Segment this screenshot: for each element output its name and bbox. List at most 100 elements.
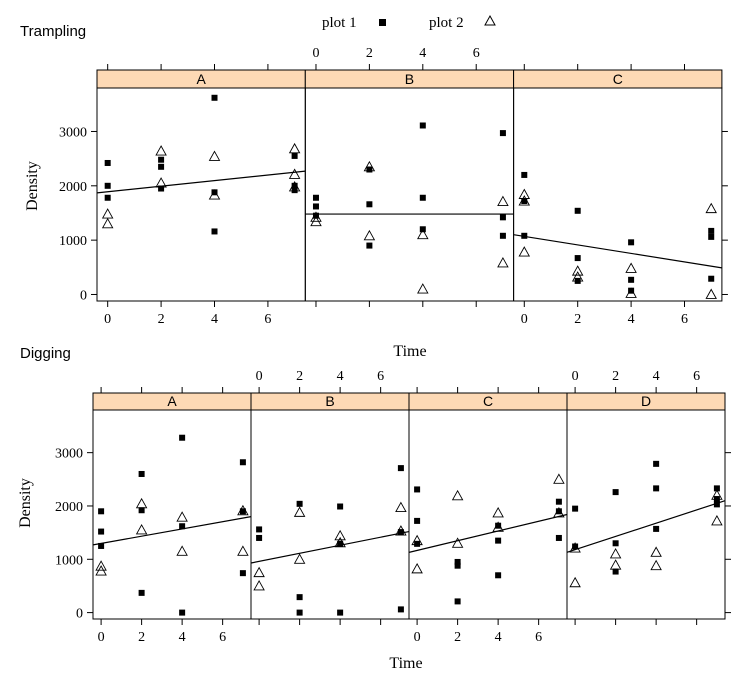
legend-label-plot1: plot 1 [322, 15, 357, 31]
y-tick-label: 0 [76, 607, 83, 622]
point-plot1 [708, 275, 715, 282]
point-plot2 [363, 229, 376, 241]
point-plot1 [291, 182, 298, 189]
point-plot1 [708, 227, 715, 234]
x-tick-label: 6 [219, 630, 226, 645]
x-tick-label: 2 [574, 312, 581, 327]
fit-line [408, 513, 568, 553]
point-plot2 [293, 553, 306, 564]
panel-strip-label: B [405, 71, 414, 87]
point-plot2 [497, 257, 509, 268]
point-plot1 [158, 163, 165, 170]
point-plot2 [518, 195, 531, 206]
point-plot2 [451, 537, 464, 548]
point-plot1 [337, 540, 344, 547]
point-plot1 [98, 542, 105, 549]
point-plot1 [495, 572, 502, 579]
x-axis-label-trampling: Time [393, 343, 426, 360]
x-tick-label-top: 0 [312, 46, 319, 61]
panel-strip-label: A [196, 71, 206, 87]
point-plot2 [135, 497, 148, 509]
point-plot1 [312, 194, 319, 201]
y-tick-label: 2000 [59, 180, 87, 195]
point-plot1 [521, 171, 528, 178]
point-plot1 [708, 233, 715, 240]
point-plot1 [555, 508, 562, 515]
chart-0: A 0 2 4 6 B 0 2 4 6 C 0 2 4 6 0 1000 2000 3000 [59, 46, 728, 327]
point-plot1 [179, 523, 186, 530]
point-plot2 [395, 525, 407, 536]
point-plot2 [363, 160, 376, 172]
point-plot2 [625, 262, 637, 273]
x-tick-label-top: 6 [473, 46, 480, 61]
point-plot1 [499, 214, 506, 221]
point-plot1 [555, 534, 562, 541]
chart-title-digging: Digging [20, 345, 71, 362]
x-tick-label-top: 4 [337, 369, 344, 384]
legend-label-plot2: plot 2 [429, 15, 464, 31]
point-plot2 [288, 180, 301, 192]
point-plot1 [628, 239, 635, 246]
point-plot1 [211, 94, 218, 101]
fit-line [250, 530, 410, 564]
chart-1: A 0 2 4 6 B 0 2 4 6 C 0 2 4 6 D 0 2 4 6 0 1000 2000 3000 [55, 369, 731, 645]
point-plot1 [138, 507, 145, 514]
point-plot1 [454, 562, 461, 569]
point-plot2 [237, 504, 249, 516]
point-plot2 [417, 228, 429, 240]
point-plot2 [95, 560, 107, 571]
point-plot1 [211, 189, 218, 196]
y-axis-label-trampling: Density [24, 161, 41, 211]
plot-area: A 0 2 4 6 B 0 2 4 6 C 0 2 4 6 0 1000 2000 3000 A 0 2 4 6 B 0 2 4 6 C 0… [55, 46, 731, 645]
point-plot1 [256, 526, 263, 533]
point-plot1 [495, 522, 502, 529]
point-plot1 [397, 606, 404, 613]
point-plot2 [334, 529, 346, 541]
point-plot2 [253, 566, 265, 578]
panel-frame [304, 87, 515, 302]
point-plot2 [334, 536, 346, 548]
panel-1-D: D 0 2 4 6 [566, 369, 726, 625]
point-plot1 [414, 517, 421, 524]
x-tick-label: 0 [414, 630, 421, 645]
point-plot2 [208, 189, 221, 200]
point-plot1 [521, 198, 528, 205]
x-tick-label: 6 [681, 312, 688, 327]
point-plot2 [101, 217, 114, 229]
point-plot2 [155, 177, 167, 188]
point-plot1 [296, 500, 303, 507]
x-tick-label: 2 [454, 630, 461, 645]
point-plot1 [291, 152, 298, 159]
point-plot2 [650, 559, 662, 571]
point-plot2 [571, 265, 584, 276]
point-plot2 [411, 534, 423, 546]
point-plot2 [609, 548, 622, 559]
panel-strip-label: D [641, 393, 651, 409]
point-plot2 [310, 211, 322, 222]
point-plot1 [211, 228, 218, 235]
x-tick-label: 6 [264, 312, 271, 327]
panel-frame [96, 87, 306, 302]
panel-strip-label: A [167, 393, 177, 409]
chart-title-trampling: Trampling [20, 23, 86, 40]
point-plot1 [104, 194, 111, 201]
point-plot2 [451, 489, 464, 501]
panel-0-C: C 0 2 4 6 [513, 64, 723, 327]
panel-1-C: C 0 2 4 6 [408, 387, 568, 645]
point-plot1 [239, 508, 246, 515]
point-plot1 [419, 122, 426, 129]
panel-frame [566, 409, 726, 620]
point-plot2 [711, 514, 723, 526]
point-plot1 [454, 558, 461, 565]
x-tick-label: 4 [179, 630, 186, 645]
point-plot1 [574, 255, 581, 262]
point-plot1 [713, 485, 720, 492]
x-tick-label-top: 6 [693, 369, 700, 384]
point-plot1 [138, 589, 145, 596]
fit-line [92, 516, 252, 546]
point-plot2 [569, 576, 581, 588]
point-plot1 [239, 570, 246, 577]
x-tick-label: 4 [495, 630, 502, 645]
y-tick-label: 1000 [59, 234, 87, 249]
point-plot2 [492, 521, 504, 532]
